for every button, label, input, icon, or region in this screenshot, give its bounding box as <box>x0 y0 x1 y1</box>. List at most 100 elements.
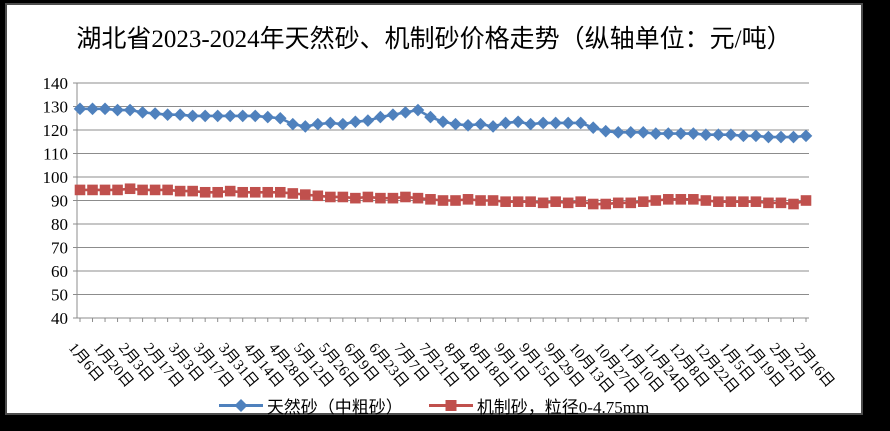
data-point-marker <box>411 103 425 117</box>
data-point-marker <box>424 110 437 124</box>
legend-marker <box>445 399 457 411</box>
data-point-marker <box>674 127 688 140</box>
data-point-marker <box>450 195 461 206</box>
data-point-marker <box>712 128 725 141</box>
data-point-marker <box>486 120 500 133</box>
data-point-marker <box>575 196 586 207</box>
data-point-marker <box>788 198 799 210</box>
series-0 <box>73 102 813 144</box>
data-point-marker <box>611 126 625 139</box>
chart-panel: 湖北省2023-2024年天然砂、机制砂价格走势（纵轴单位：元/吨） 140 13… <box>5 3 863 417</box>
chart-title: 湖北省2023-2024年天然砂、机制砂价格走势（纵轴单位：元/吨） <box>76 26 792 53</box>
y-axis-tick-label: 110 <box>43 145 68 164</box>
data-point-marker <box>524 117 537 131</box>
data-point-marker <box>762 130 775 144</box>
data-point-marker <box>236 109 250 123</box>
data-point-marker <box>550 196 561 207</box>
data-point-marker <box>300 189 311 200</box>
data-point-marker <box>636 126 650 139</box>
data-point-marker <box>799 129 813 143</box>
y-axis-tick-label: 40 <box>51 309 68 328</box>
axes <box>73 82 807 322</box>
data-point-marker <box>625 197 637 209</box>
data-point-marker <box>750 196 762 207</box>
data-point-marker <box>487 195 499 206</box>
data-point-marker <box>512 196 524 207</box>
data-point-marker <box>800 195 812 206</box>
data-point-marker <box>187 185 198 197</box>
data-point-marker <box>386 108 400 122</box>
data-point-marker <box>237 186 249 198</box>
y-axis-tick-label: 120 <box>43 121 69 140</box>
data-point-marker <box>349 115 362 129</box>
y-axis-tick-label: 80 <box>51 215 68 234</box>
data-point-marker <box>763 197 774 209</box>
data-point-marker <box>287 188 299 199</box>
data-point-marker <box>713 196 724 207</box>
legend-label-1: 机制砂，粒径0-4.75mm <box>476 397 650 417</box>
data-point-marker <box>73 102 87 116</box>
y-axis-tick-label: 140 <box>43 74 69 93</box>
data-point-marker <box>649 127 663 140</box>
data-point-marker <box>74 184 86 196</box>
data-point-marker <box>475 195 486 206</box>
diamond-marker-icon <box>218 398 263 412</box>
data-point-marker <box>311 117 325 131</box>
data-point-marker <box>136 106 149 119</box>
data-point-marker <box>374 110 387 124</box>
data-point-marker <box>724 128 738 141</box>
data-point-marker <box>375 192 386 204</box>
data-point-marker <box>500 196 511 207</box>
data-point-marker <box>336 117 350 131</box>
data-point-marker <box>787 130 800 144</box>
data-point-marker <box>224 185 236 197</box>
data-point-marker <box>112 184 123 196</box>
data-point-marker <box>449 117 462 131</box>
y-axis-tick-label: 50 <box>51 286 68 305</box>
data-point-marker <box>737 129 750 143</box>
data-point-marker <box>688 194 699 205</box>
data-point-marker <box>699 128 713 141</box>
data-point-marker <box>687 127 700 140</box>
data-point-marker <box>663 194 674 205</box>
data-point-marker <box>437 195 449 206</box>
price-trend-chart: 140 130 120 110 100 90 80 70 60 50 40 1月6日1月20日2月3日… <box>43 74 837 397</box>
data-point-marker <box>274 186 286 198</box>
data-point-marker <box>599 124 613 138</box>
data-point-marker <box>211 109 224 123</box>
data-point-marker <box>387 192 399 204</box>
data-point-marker <box>461 119 475 132</box>
data-point-marker <box>399 106 412 119</box>
data-point-marker <box>474 117 487 131</box>
data-point-marker <box>123 103 137 117</box>
data-point-marker <box>675 194 687 205</box>
data-point-marker <box>325 191 336 203</box>
data-point-marker <box>600 198 612 210</box>
data-point-marker <box>137 184 148 196</box>
data-point-marker <box>249 186 261 198</box>
y-axis-tick-label: 60 <box>51 262 68 281</box>
legend-item-0: 天然砂（中粗砂） <box>218 393 403 418</box>
data-point-marker <box>650 195 662 206</box>
data-point-marker <box>174 185 186 197</box>
y-axis-tick-label: 130 <box>43 98 69 117</box>
data-point-marker <box>299 120 312 133</box>
data-point-marker <box>775 197 787 209</box>
chart-legend: 天然砂（中粗砂） 机制砂，粒径0-4.75mm <box>7 393 861 417</box>
data-point-marker <box>362 191 374 203</box>
legend-label-0: 天然砂（中粗砂） <box>266 397 403 417</box>
data-point-marker <box>173 108 187 122</box>
data-point-marker <box>312 190 324 202</box>
data-point-marker <box>86 102 99 116</box>
y-axis-tick-label: 90 <box>51 192 68 211</box>
data-point-marker <box>248 109 262 123</box>
y-axis-tick-label: 70 <box>51 239 68 258</box>
data-point-marker <box>98 102 112 116</box>
data-point-marker <box>162 184 173 196</box>
data-point-marker <box>361 114 375 127</box>
data-point-marker <box>186 109 199 123</box>
data-point-marker <box>212 186 223 198</box>
y-axis-tick-label: 100 <box>43 168 69 187</box>
data-point-marker <box>99 184 111 196</box>
data-point-marker <box>574 116 587 130</box>
